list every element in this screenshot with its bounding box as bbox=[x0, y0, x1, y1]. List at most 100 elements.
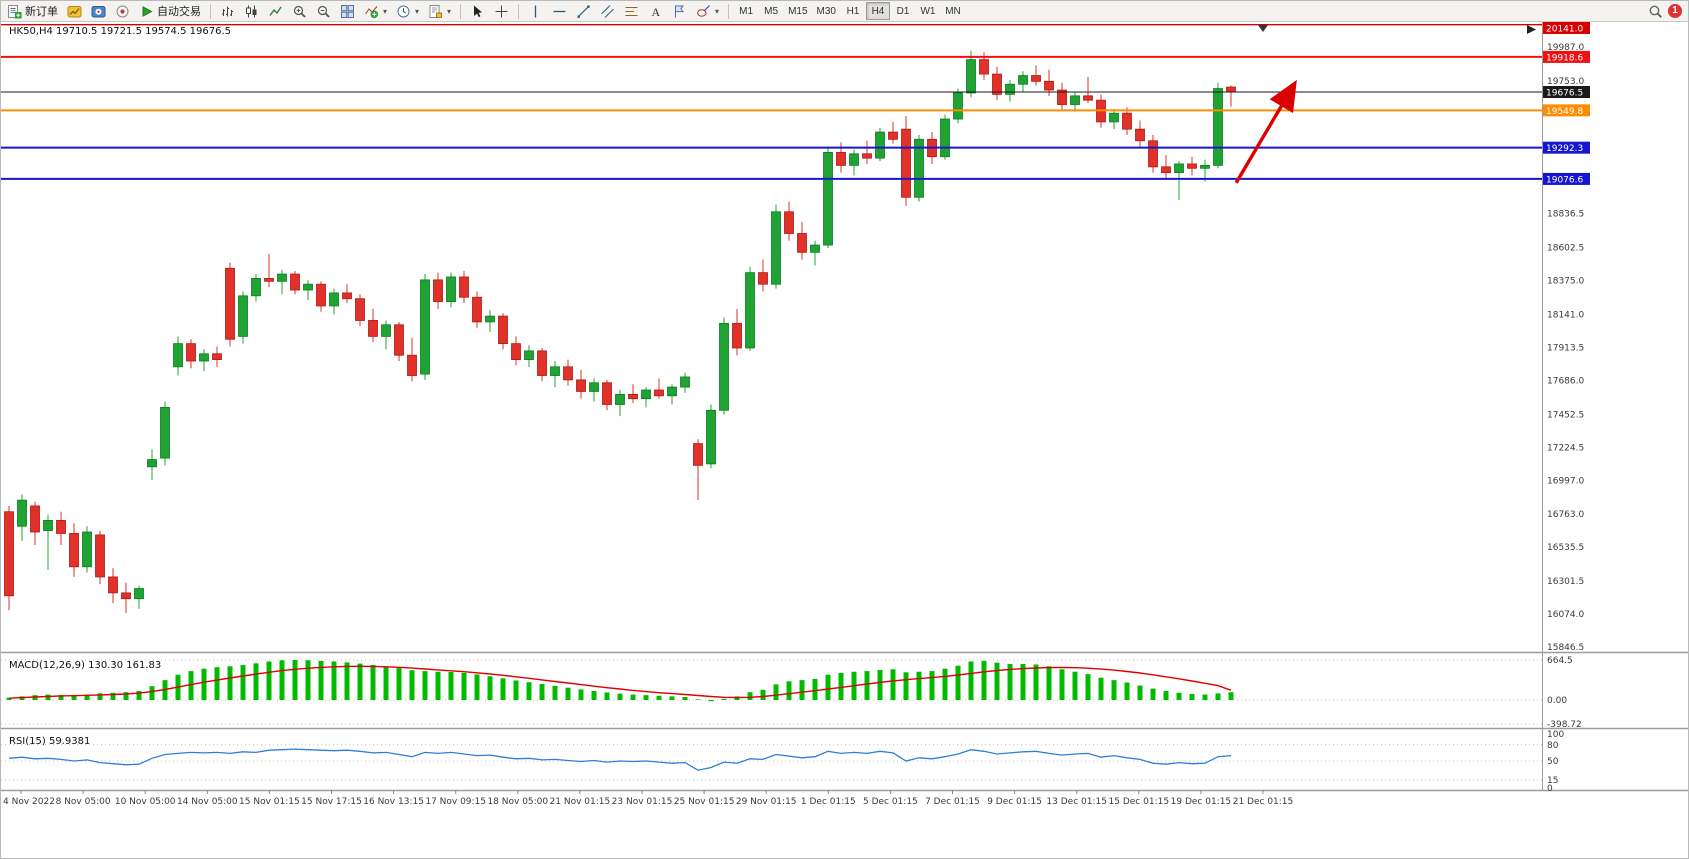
label-button[interactable] bbox=[668, 2, 691, 20]
zoom-out-button[interactable] bbox=[312, 2, 335, 20]
trendline-button[interactable] bbox=[572, 2, 595, 20]
timeframe-h1[interactable]: H1 bbox=[841, 2, 865, 20]
tile-windows-icon bbox=[340, 4, 355, 19]
timeframe-m30[interactable]: M30 bbox=[813, 2, 840, 20]
macd-bar bbox=[84, 694, 90, 700]
shapes-button[interactable]: ▾ bbox=[692, 2, 723, 20]
candle-body bbox=[1109, 112, 1119, 123]
time-axis-label: 18 Nov 05:00 bbox=[487, 797, 548, 807]
candle-body bbox=[225, 267, 235, 340]
line-chart-button[interactable] bbox=[264, 2, 287, 20]
price-tag-label: 19549.8 bbox=[1546, 107, 1583, 117]
candle-body bbox=[212, 353, 222, 360]
candle-body bbox=[329, 292, 339, 307]
candle-body bbox=[550, 366, 560, 376]
macd-bar bbox=[1007, 663, 1013, 700]
chart-canvas[interactable]: 20141.0 19918.6 19676.5 19549.8 19292.3 19076… bbox=[1, 22, 1689, 859]
rsi-axis-label: 15 bbox=[1547, 776, 1558, 786]
timeframe-h4[interactable]: H4 bbox=[865, 2, 890, 20]
crosshair-button[interactable] bbox=[490, 2, 513, 20]
candle-body bbox=[628, 393, 638, 400]
macd-bar bbox=[721, 698, 727, 700]
macd-bar bbox=[994, 662, 1000, 700]
horizontal-line-button[interactable] bbox=[548, 2, 571, 20]
candle-body bbox=[433, 279, 443, 303]
timeframe-m1[interactable]: M1 bbox=[734, 2, 758, 20]
cursor-button[interactable] bbox=[466, 2, 489, 20]
candle-body bbox=[758, 272, 768, 285]
new-order-button[interactable]: 新订单 bbox=[3, 2, 62, 20]
periods-dropdown-arrow: ▾ bbox=[415, 6, 420, 16]
macd-bar bbox=[1111, 680, 1117, 700]
autotrading-button[interactable]: 自动交易 bbox=[135, 2, 205, 20]
candle-body bbox=[472, 296, 482, 323]
macd-bar bbox=[903, 672, 909, 700]
chart-shift-marker[interactable] bbox=[1258, 25, 1268, 32]
price-tag bbox=[1543, 22, 1590, 34]
price-axis-label: 18602.5 bbox=[1547, 244, 1584, 254]
price-tag bbox=[1543, 50, 1590, 63]
candle-body bbox=[719, 322, 729, 411]
timeframe-mn[interactable]: MN bbox=[941, 2, 965, 20]
macd-bar bbox=[1072, 671, 1078, 700]
trend-arrow[interactable] bbox=[1234, 79, 1297, 184]
macd-bar bbox=[747, 692, 753, 700]
candle-body bbox=[1135, 128, 1145, 142]
macd-bar bbox=[942, 668, 948, 700]
zoom-in-button[interactable] bbox=[288, 2, 311, 20]
macd-bar bbox=[1163, 690, 1169, 700]
bar-chart-button[interactable] bbox=[216, 2, 239, 20]
price-axis[interactable]: 19987.0 19753.0 18836.5 18602.5 18375.0 18141… bbox=[1547, 43, 1584, 794]
timeframe-w1[interactable]: W1 bbox=[916, 2, 940, 20]
time-axis-label: 5 Dec 01:15 bbox=[863, 797, 918, 807]
candle-body bbox=[888, 131, 898, 140]
candle-body bbox=[1187, 163, 1197, 169]
fibonacci-button[interactable] bbox=[620, 2, 643, 20]
macd-bar bbox=[682, 696, 688, 700]
navigator-icon bbox=[91, 4, 106, 19]
indicators-button[interactable]: ▾ bbox=[360, 2, 391, 20]
timeframe-m5[interactable]: M5 bbox=[759, 2, 783, 20]
timeframe-m15[interactable]: M15 bbox=[784, 2, 811, 20]
candle-body bbox=[303, 283, 313, 291]
scroll-to-end-marker[interactable] bbox=[1527, 25, 1536, 34]
annotations-layer[interactable] bbox=[1234, 25, 1536, 184]
macd-axis-label: 664.5 bbox=[1547, 656, 1573, 666]
time-axis-label: 19 Dec 01:15 bbox=[1171, 797, 1232, 807]
toolbar-separator bbox=[460, 3, 462, 19]
terminal-button[interactable] bbox=[111, 2, 134, 20]
macd-bar bbox=[422, 671, 428, 700]
macd-bar bbox=[305, 660, 311, 700]
text-button[interactable]: A bbox=[644, 2, 667, 20]
macd-bar bbox=[864, 671, 870, 700]
price-tag bbox=[1543, 172, 1590, 185]
templates-button[interactable]: ▾ bbox=[424, 2, 455, 20]
macd-bar bbox=[1059, 669, 1065, 700]
timeframe-d1[interactable]: D1 bbox=[891, 2, 915, 20]
time-axis-label: 7 Dec 01:15 bbox=[925, 797, 980, 807]
navigator-button[interactable] bbox=[87, 2, 110, 20]
macd-bar bbox=[812, 678, 818, 700]
macd-bar bbox=[214, 667, 220, 700]
candle-body bbox=[1200, 164, 1210, 169]
time-axis-label: 21 Nov 01:15 bbox=[550, 797, 611, 807]
macd-bar bbox=[500, 678, 506, 700]
notification-badge[interactable]: 1 bbox=[1668, 4, 1682, 18]
candle-body bbox=[823, 151, 833, 246]
price-axis-label: 16301.5 bbox=[1547, 577, 1584, 587]
price-tag bbox=[1543, 104, 1590, 117]
vertical-line-button[interactable] bbox=[524, 2, 547, 20]
search-button[interactable] bbox=[1644, 2, 1667, 20]
tile-windows-button[interactable] bbox=[336, 2, 359, 20]
candlestick-chart-button[interactable] bbox=[240, 2, 263, 20]
market-watch-button[interactable] bbox=[63, 2, 86, 20]
macd-bar bbox=[1085, 674, 1091, 700]
rsi-axis-label: 100 bbox=[1547, 730, 1564, 740]
time-axis[interactable]: 4 Nov 2022 8 Nov 05:00 10 Nov 05:00 14 Nov … bbox=[3, 790, 1293, 807]
horizontal-line-icon bbox=[552, 4, 567, 19]
channel-button[interactable] bbox=[596, 2, 619, 20]
vertical-line-icon bbox=[528, 4, 543, 19]
periods-button[interactable]: ▾ bbox=[392, 2, 423, 20]
templates-dropdown-arrow: ▾ bbox=[447, 6, 452, 16]
hlines-layer[interactable]: 20141.0 19918.6 19676.5 19549.8 19292.3 19076… bbox=[1, 22, 1590, 185]
